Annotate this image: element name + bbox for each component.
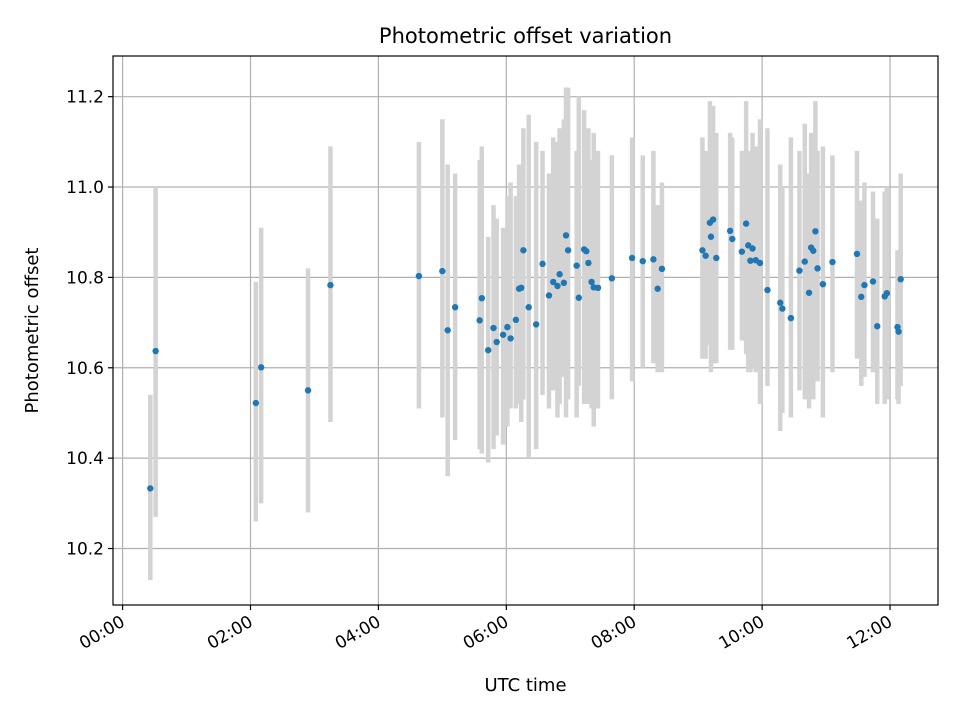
data-point [439, 267, 446, 275]
x-tick-label: 08:00 [588, 612, 640, 654]
data-point [796, 267, 803, 274]
data-point [787, 314, 795, 322]
data-point [810, 247, 817, 254]
data-point [861, 281, 868, 289]
data-point [729, 235, 736, 243]
x-tick-label: 04:00 [332, 612, 384, 654]
y-axis-label: Photometric offset [22, 248, 43, 414]
x-tick-label: 06:00 [460, 612, 512, 654]
data-point [812, 228, 819, 235]
y-tick-label: 10.2 [66, 540, 104, 560]
data-point [819, 280, 827, 288]
data-point [152, 347, 159, 355]
data-point [628, 254, 636, 262]
error-bars [148, 87, 903, 581]
data-point [490, 324, 497, 332]
x-tick-label: 02:00 [204, 612, 256, 654]
data-point [709, 216, 717, 223]
data-point [726, 227, 734, 235]
data-point [895, 328, 902, 335]
x-tick-label: 00:00 [76, 612, 128, 654]
data-point [874, 323, 881, 330]
data-point [504, 323, 511, 331]
data-point [415, 272, 423, 280]
plot-frame [112, 55, 939, 606]
data-point [713, 254, 720, 262]
data-point [518, 284, 525, 291]
chart-title: Photometric offset variation [379, 24, 672, 48]
data-point [869, 278, 877, 285]
data-point [756, 259, 764, 267]
data-point [585, 259, 592, 267]
data-point [707, 233, 715, 240]
data-point [539, 260, 546, 268]
data-point [304, 387, 312, 394]
data-point [639, 257, 646, 265]
data-point [556, 271, 563, 278]
data-point [858, 293, 865, 301]
x-axis-ticks: 00:00 02:00 04:00 06:00 08:00 10:00 12:00 [76, 605, 896, 654]
data-point [853, 250, 861, 258]
x-tick-label: 10:00 [716, 612, 768, 654]
data-point [777, 299, 784, 306]
data-point [493, 338, 500, 346]
data-point [550, 278, 557, 286]
data-point [742, 220, 750, 227]
data-point [702, 252, 709, 259]
data-point [257, 364, 265, 371]
data-point [560, 279, 568, 287]
data-point [562, 232, 570, 239]
data-point [478, 294, 485, 302]
data-point [779, 305, 786, 312]
data-point [654, 285, 661, 292]
data-point [554, 282, 561, 290]
data-point [801, 258, 808, 265]
data-point [883, 290, 891, 297]
data-point [747, 257, 754, 264]
data-point [512, 316, 520, 324]
y-tick-label: 11.0 [66, 178, 104, 198]
data-point [588, 278, 595, 286]
data-points [147, 216, 904, 492]
x-tick-label: 12:00 [844, 612, 896, 654]
data-point [738, 248, 746, 255]
y-tick-label: 10.6 [66, 359, 104, 379]
data-point [147, 485, 154, 492]
data-point [484, 346, 492, 354]
data-point [829, 258, 836, 266]
data-point [545, 292, 553, 299]
data-point [573, 262, 580, 269]
data-point [594, 284, 602, 291]
y-tick-label: 11.2 [66, 88, 104, 108]
data-point [252, 399, 260, 407]
y-tick-label: 10.8 [66, 268, 104, 288]
data-point [805, 289, 813, 296]
data-point [451, 304, 459, 311]
y-axis-ticks: 10.2 10.4 10.6 10.8 11.0 11.2 [66, 88, 113, 560]
data-point [650, 256, 657, 263]
data-point [764, 286, 771, 294]
data-point [749, 245, 756, 252]
data-point [532, 321, 540, 328]
data-point [699, 247, 706, 254]
data-point [564, 247, 572, 254]
data-point [499, 331, 507, 338]
data-point [444, 327, 451, 334]
x-axis-label: UTC time [484, 675, 566, 696]
data-point [583, 248, 590, 255]
data-point [520, 247, 527, 254]
data-point [575, 294, 582, 301]
data-point [608, 275, 616, 282]
data-point [658, 265, 666, 273]
data-point [525, 304, 532, 311]
data-point [507, 335, 514, 342]
data-point [897, 276, 904, 283]
y-tick-label: 10.4 [66, 449, 104, 469]
data-point [814, 265, 821, 272]
data-point [327, 281, 334, 289]
data-point [476, 317, 483, 324]
